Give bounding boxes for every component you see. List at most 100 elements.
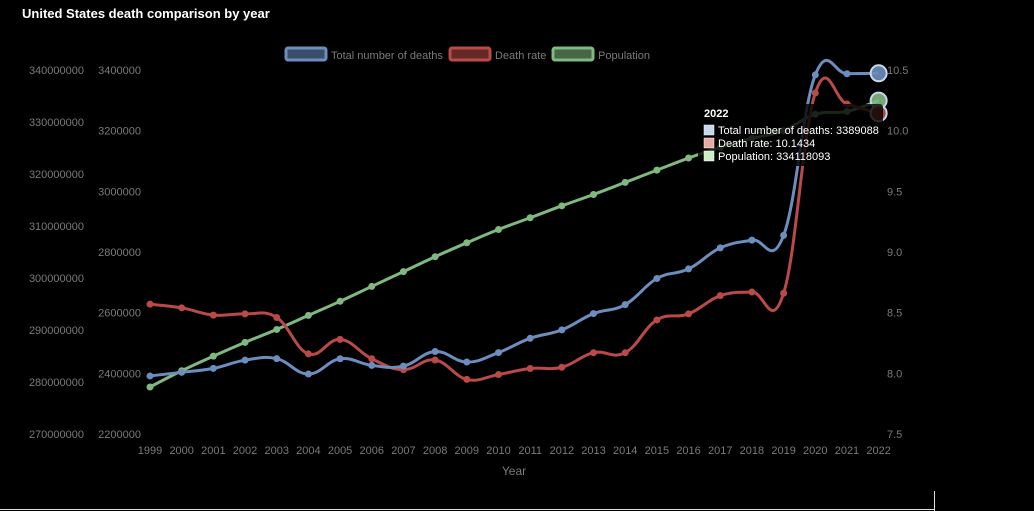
data-point [653,316,661,324]
population-axis-tick-label: 340000000 [29,65,84,77]
data-point [431,356,439,364]
data-point [431,347,439,355]
rate-axis-tick-label: 9.5 [887,186,902,198]
data-point [494,371,502,379]
tooltip-swatch [703,137,715,149]
legend-item: Death rate [448,46,546,62]
data-point [526,364,534,372]
legend: Total number of deaths Death rate Populati… [284,46,650,62]
legend-item: Population [551,46,650,62]
data-point [653,275,661,283]
x-axis-tick-label: 2009 [455,445,479,457]
x-axis-tick-label: 2008 [423,445,447,457]
rate-axis-tick-label: 7.5 [887,429,902,441]
x-axis-tick-label: 2013 [581,445,605,457]
population-axis-tick-label: 330000000 [29,117,84,129]
legend-swatch [551,46,595,62]
data-point [368,282,376,290]
rate-axis-tick-label: 10.5 [887,65,908,77]
population-axis-tick-label: 270000000 [29,429,84,441]
data-point [526,334,534,342]
data-point [590,310,598,318]
data-point [494,225,502,233]
x-axis-label: Year [502,464,526,478]
data-point [368,361,376,369]
x-axis-tick-label: 2003 [264,445,288,457]
data-point [780,289,788,297]
data-point [685,265,693,273]
x-axis-tick-label: 2017 [708,445,732,457]
data-point [336,297,344,305]
tooltip-swatch [703,124,715,136]
x-axis-tick-label: 1999 [138,445,162,457]
legend-item: Total number of deaths [284,46,443,62]
deaths-axis-tick-label: 3400000 [98,65,141,77]
data-point [241,310,249,318]
data-point [209,352,217,360]
x-axis-tick-label: 2022 [866,445,890,457]
data-point [273,314,281,322]
data-point [621,178,629,186]
data-point [431,253,439,261]
chart-title: United States death comparison by year [22,6,270,21]
data-point [463,375,471,383]
bottom-divider-tick [934,491,935,511]
x-axis-tick-label: 2002 [233,445,257,457]
data-point [716,292,724,300]
data-point [209,364,217,372]
x-axis-tick-label: 2021 [835,445,859,457]
x-axis-tick-label: 2006 [360,445,384,457]
deaths-axis-tick-label: 2800000 [98,247,141,259]
x-axis-tick-label: 2014 [613,445,637,457]
data-point [146,383,154,391]
data-point [748,288,756,296]
data-point [685,154,693,162]
population-axis-tick-label: 310000000 [29,221,84,233]
deaths-axis-tick-label: 3000000 [98,186,141,198]
x-axis-tick-label: 2000 [169,445,193,457]
tooltip-swatch [703,150,715,162]
series-total-number-of-deaths [146,58,888,380]
x-axis-tick-label: 2020 [803,445,827,457]
x-axis-tick-label: 2015 [645,445,669,457]
x-axis-tick-label: 2010 [486,445,510,457]
data-point [590,190,598,198]
tooltip-title: 2022 [704,108,728,120]
data-point [843,70,851,78]
x-axis-tick-label: 2005 [328,445,352,457]
data-point [869,64,888,83]
data-point [621,301,629,309]
tooltip: 2022 Total number of deaths: 3389088Death… [698,104,883,166]
data-point [558,326,566,334]
deaths-axis-tick-label: 3200000 [98,126,141,138]
deaths-axis-tick-label: 2200000 [98,429,141,441]
data-point [780,231,788,239]
data-point [399,268,407,276]
rate-axis-tick-label: 8.0 [887,368,902,380]
deaths-axis-tick-label: 2600000 [98,308,141,320]
data-point [304,370,312,378]
axes-layer: 340000000 330000000 320000000 310000000 3000… [29,65,908,478]
population-axis-tick-label: 290000000 [29,325,84,337]
x-axis-tick-label: 2019 [771,445,795,457]
x-axis-tick-label: 2012 [550,445,574,457]
x-axis-tick-label: 2018 [740,445,764,457]
data-point [368,355,376,363]
data-point [146,372,154,380]
legend-swatch [284,46,328,62]
data-point [590,349,598,357]
legend-swatch [448,46,492,62]
data-point [716,244,724,252]
x-axis-tick-label: 2011 [518,445,542,457]
data-point [178,304,186,312]
data-point [304,311,312,319]
x-axis-tick-label: 2007 [391,445,415,457]
data-point [209,311,217,319]
data-point [336,355,344,363]
data-point [558,202,566,210]
x-axis-tick-label: 2001 [201,445,225,457]
legend-label: Total number of deaths [331,50,443,62]
data-point [494,349,502,357]
data-point [811,89,819,97]
population-axis-tick-label: 320000000 [29,169,84,181]
